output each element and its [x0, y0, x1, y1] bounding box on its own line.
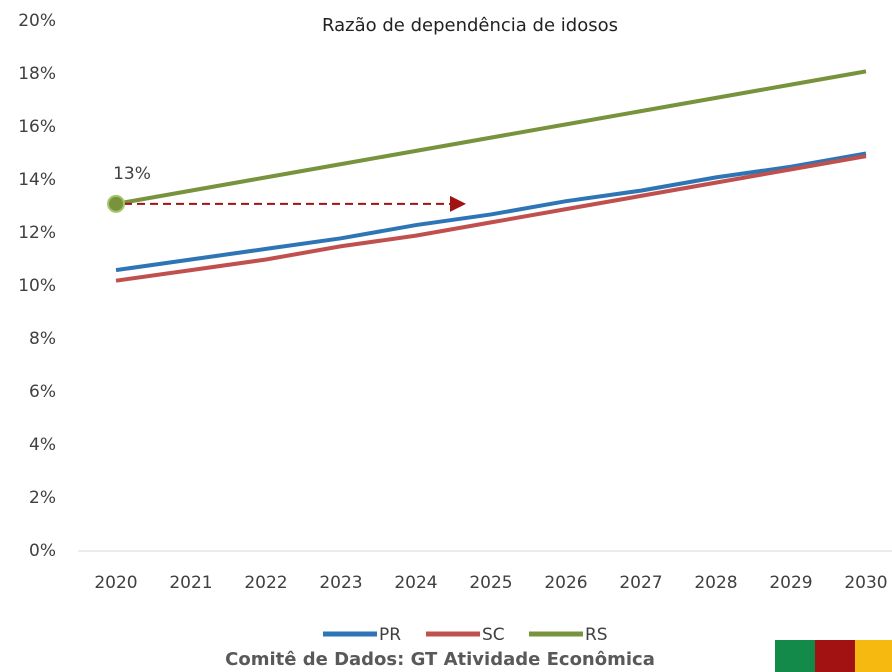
x-tick-label: 2021: [169, 573, 212, 593]
flag-red: [815, 640, 855, 672]
y-tick-label: 0%: [29, 541, 56, 561]
series-line: [115, 154, 867, 283]
footer: Comitê de Dados: GT Atividade Econômica: [225, 649, 655, 670]
y-tick-label: 6%: [29, 382, 56, 402]
x-tick-label: 2025: [469, 573, 512, 593]
y-tick-label: 12%: [18, 223, 56, 243]
x-tick-label: 2024: [394, 573, 437, 593]
y-tick-label: 18%: [18, 64, 56, 84]
x-tick-label: 2027: [619, 573, 662, 593]
legend-label: RS: [585, 625, 608, 645]
flag-green: [775, 640, 815, 672]
legend-label: SC: [482, 625, 505, 645]
x-tick-label: 2029: [769, 573, 812, 593]
y-tick-label: 20%: [18, 11, 56, 31]
x-tick-label: 2023: [319, 573, 362, 593]
y-tick-label: 10%: [18, 276, 56, 296]
x-tick-label: 2022: [244, 573, 287, 593]
y-tick-label: 14%: [18, 170, 56, 190]
data-point: [107, 194, 125, 213]
y-tick-label: 2%: [29, 488, 56, 508]
x-tick-label: 2026: [544, 573, 587, 593]
data-label: 13%: [113, 164, 151, 184]
x-tick-label: 2020: [94, 573, 137, 593]
y-tick-label: 8%: [29, 329, 56, 349]
series-line: [115, 151, 867, 273]
x-tick-label: 2028: [694, 573, 737, 593]
x-tick-label: 2030: [844, 573, 887, 593]
y-tick-label: 16%: [18, 117, 56, 137]
legend-label: PR: [379, 625, 401, 645]
chart-title: Razão de dependência de idosos: [322, 15, 618, 36]
flag-yellow: [855, 640, 892, 672]
series-line: [115, 69, 867, 206]
y-tick-label: 4%: [29, 435, 56, 455]
